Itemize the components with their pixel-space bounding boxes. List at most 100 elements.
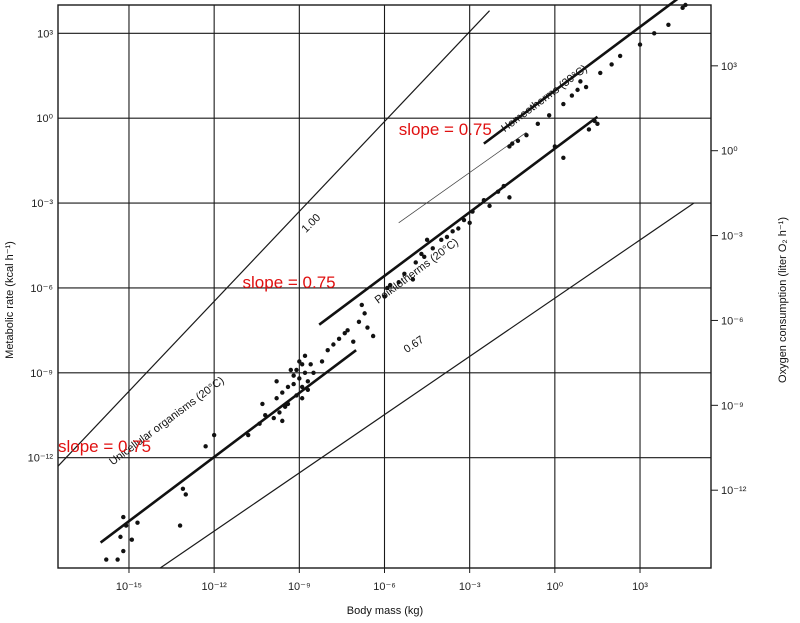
y2-tick-label: 10⁻¹²: [721, 485, 747, 497]
poikilotherm-point: [507, 195, 512, 200]
unicellular-point: [211, 432, 217, 438]
y-tick-label: 10⁰: [36, 113, 53, 125]
unicellular-point: [203, 444, 208, 449]
homeotherm-point: [561, 101, 566, 107]
unicellular-point: [135, 520, 140, 525]
poikilotherm-point: [410, 277, 416, 282]
poikilotherm-point: [342, 330, 347, 336]
slope-annotation: slope = 0.75: [58, 437, 151, 456]
y2-tick-label: 10⁻⁹: [721, 400, 744, 412]
unicellular-point: [308, 362, 313, 367]
unicellular-point: [302, 353, 308, 359]
poikilotherm-point: [495, 189, 501, 194]
y2-tick-label: 10⁻⁶: [721, 315, 744, 327]
poikilotherm-point: [385, 285, 390, 291]
x-tick-label: 10⁻⁹: [288, 581, 311, 593]
poikilotherm-point: [359, 302, 364, 308]
unicellular-point: [277, 410, 282, 415]
y2-axis-title: Oxygen consumption (liter O₂ h⁻¹): [777, 217, 789, 383]
homeotherm-point: [507, 144, 512, 149]
unicellular-point: [297, 376, 302, 381]
poikilotherm-point: [370, 333, 376, 339]
homeotherm-point: [666, 22, 671, 28]
grid-layer: [58, 5, 711, 568]
unicellular-point: [183, 492, 188, 497]
unicellular-point: [274, 396, 279, 401]
guide-line: [398, 131, 527, 224]
y2-tick-label: 10⁻³: [721, 231, 743, 243]
y2-tick-label: 10³: [721, 61, 737, 73]
poikilotherm-point: [595, 121, 600, 127]
poikilotherm-point: [501, 183, 506, 189]
poikilotherm-point: [552, 144, 558, 149]
unicellular-point: [129, 537, 135, 542]
unicellular-point: [299, 384, 305, 390]
poikilotherm-point: [450, 229, 455, 234]
poikilotherm-point: [424, 237, 430, 243]
unicellular-point: [291, 381, 296, 387]
y-tick-label: 10⁻¹²: [28, 453, 54, 465]
poikilotherm-point: [319, 359, 325, 364]
unicellular-point: [311, 370, 316, 375]
unicellular-point: [280, 418, 285, 424]
slope-annotation: slope = 0.75: [399, 120, 492, 139]
slope-annotation: slope = 0.75: [243, 273, 336, 292]
y2-tick-label: 10⁰: [721, 146, 738, 158]
unicellular-point: [263, 413, 268, 418]
poikilotherm-point: [461, 217, 467, 223]
unicellular-point: [246, 432, 251, 438]
homeotherm-point: [637, 42, 643, 47]
poikilotherm-point: [382, 294, 387, 299]
x-tick-label: 10⁻¹⁵: [116, 581, 142, 593]
poikilotherm-point: [561, 155, 566, 160]
unicellular-point: [123, 523, 129, 528]
y-tick-label: 10⁻⁹: [30, 368, 53, 380]
unicellular-point: [294, 367, 299, 373]
unicellular-point: [285, 384, 291, 390]
poikilotherm-point: [345, 328, 350, 333]
homeotherm-point: [617, 53, 623, 59]
poikilotherm-point: [413, 260, 418, 265]
poikilotherm-point: [586, 127, 592, 132]
poikilotherm-point: [439, 237, 444, 243]
regression-line: [483, 0, 679, 145]
poikilotherm-point: [422, 254, 427, 259]
homeotherm-point: [569, 93, 575, 98]
unicellular-point: [274, 379, 279, 384]
homeotherm-point: [524, 132, 529, 138]
unicellular-point: [121, 514, 126, 520]
unicellular-point: [297, 359, 302, 364]
poikilotherm-point: [365, 325, 370, 330]
poikilotherm-point: [402, 271, 407, 276]
homeotherm-point: [535, 121, 541, 127]
homeotherm-point: [546, 113, 552, 118]
homeotherm-point: [680, 5, 685, 11]
reference-line-label: 0.67: [402, 334, 426, 356]
unicellular-point: [271, 415, 276, 421]
x-tick-label: 10³: [632, 581, 648, 593]
poikilotherm-point: [396, 280, 401, 285]
unicellular-point: [180, 486, 186, 491]
homeotherm-point: [609, 62, 614, 67]
unicellular-point: [294, 393, 299, 398]
homeotherm-point: [583, 84, 589, 90]
homeotherm-point: [515, 138, 521, 143]
homeotherm-point: [683, 2, 688, 8]
y-axis-title: Metabolic rate (kcal h⁻¹): [4, 241, 16, 359]
poikilotherm-point: [331, 342, 336, 347]
unicellular-point: [299, 396, 305, 401]
x-tick-label: 10⁰: [547, 581, 564, 593]
line-layer: [57, 0, 695, 569]
axis-layer: 10⁻¹⁵ 10⁻¹² 10⁻⁹ 10⁻⁶ 10⁻³ 10⁰ 10³ 10³ 10⁰ 10⁻³ 10…: [28, 28, 747, 593]
point-layer: [104, 2, 688, 562]
x-tick-label: 10⁻¹²: [201, 581, 227, 593]
poikilotherm-point: [362, 311, 367, 316]
poikilotherm-point: [356, 319, 362, 325]
y-tick-label: 10⁻⁶: [30, 283, 53, 295]
poikilotherm-point: [487, 203, 492, 209]
poikilotherm-point: [387, 282, 393, 288]
unicellular-point: [257, 421, 262, 426]
poikilotherm-point: [336, 336, 342, 342]
